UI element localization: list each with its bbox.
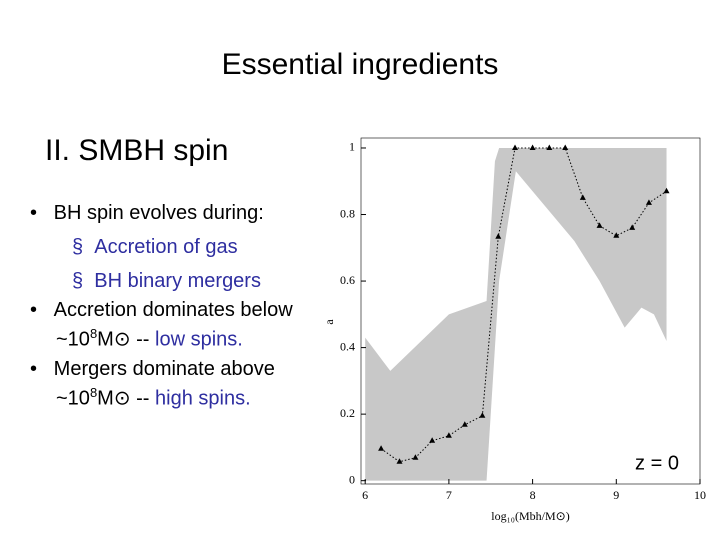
sub-bullet: § BH binary mergers [72,270,261,292]
sub-bullet-text: Accretion of gas [94,236,238,258]
spread-band [365,147,667,481]
marker [546,144,553,150]
marker [663,187,670,194]
sub-bullet: § Accretion of gas [72,236,238,258]
highlight: low spins. [155,328,243,351]
x-tick-label: 10 [694,488,706,502]
marker [562,144,569,150]
y-tick-label: 0.2 [340,406,355,420]
y-tick-label: 0.6 [340,273,355,287]
sub-bullet-text: BH binary mergers [94,270,261,292]
bullet: • Mergers dominate above ~108M⊙ -- high … [30,357,275,410]
highlight: high spins. [155,387,251,410]
y-tick-label: 1 [349,140,355,154]
x-tick-label: 8 [530,488,536,502]
marker [378,445,385,451]
marker [579,194,586,200]
bullet-list: • BH spin evolves during: § Accretion of … [30,202,300,410]
marker [396,458,403,464]
superscript: 8 [89,384,98,400]
x-axis-label: log₁₀(Mbh/M⊙) [491,509,569,523]
y-tick-label: 0.4 [340,339,355,353]
x-tick-label: 6 [362,488,368,502]
marker [412,454,419,460]
marker [445,432,452,438]
bullet-text: Mergers dominate above ~10 [53,357,275,410]
marker [429,437,436,443]
plot-frame [360,137,701,485]
marker [596,222,603,228]
marker [479,412,486,418]
marker [645,199,652,205]
bullet-text: M⊙ -- [97,387,156,410]
bullet-text: Accretion dominates below ~10 [53,299,293,351]
bullet-text: M⊙ -- [97,328,156,351]
slide-title: Essential ingredients [221,48,499,81]
bullet-text: BH spin evolves during: [53,202,264,224]
x-tick-label: 7 [446,488,452,502]
y-tick-label: 0 [349,472,355,486]
y-tick-label: 0.8 [340,206,355,220]
y-axis-label: a [322,319,336,325]
marker [495,233,502,239]
marker [629,224,636,230]
marker [461,421,468,427]
slide-subtitle: II. SMBH spin [45,134,229,167]
bullet: • Accretion dominates below ~108M⊙ -- lo… [30,299,293,351]
annotation: z = 0 [635,452,679,474]
marker [613,232,620,238]
marker [512,144,519,150]
bullet: • BH spin evolves during: [30,202,264,224]
marker [529,144,536,150]
superscript: 8 [89,326,98,341]
x-tick-label: 9 [613,488,619,502]
